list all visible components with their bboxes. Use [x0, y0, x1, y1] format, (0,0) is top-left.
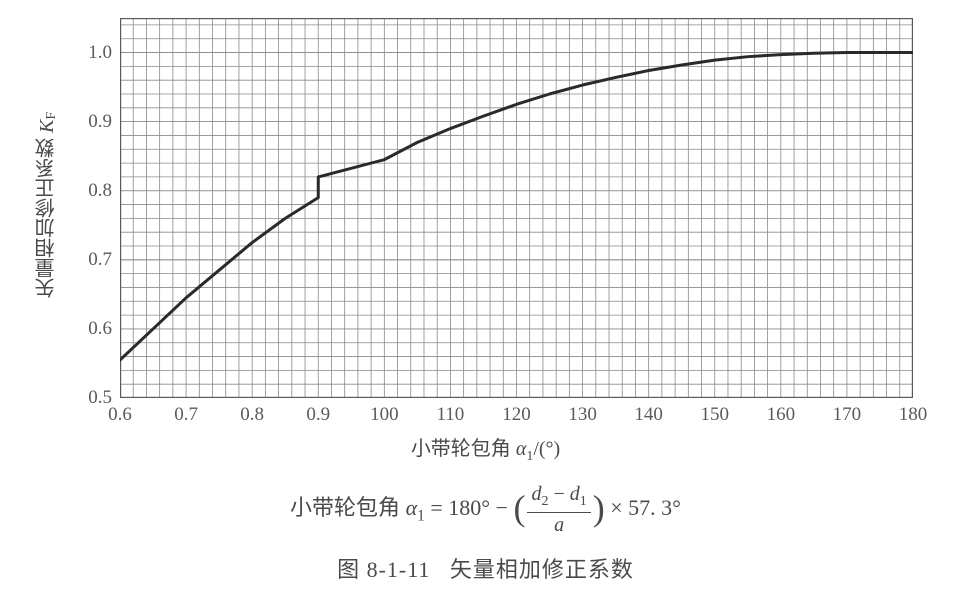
formula-eq: = 180° − [425, 495, 514, 520]
caption-figno: 图 8-1-11 [337, 557, 430, 582]
y-label-text: 矢量相加修正系数 [36, 133, 58, 298]
formula-fraction: d2 − d1a [527, 484, 590, 536]
x-label-symbol: α [516, 438, 527, 460]
x-tick-label: 170 [822, 404, 872, 426]
x-label-suffix: /(°) [533, 438, 560, 460]
formula-d1: d [570, 483, 580, 505]
x-tick-label: 120 [492, 404, 542, 426]
x-tick-label: 100 [359, 404, 409, 426]
formula-right-paren: ) [593, 490, 605, 526]
formula-tail: × 57. 3° [605, 495, 681, 520]
formula-alpha-sub: 1 [417, 507, 425, 524]
x-tick-label: 110 [425, 404, 475, 426]
y-tick-label: 0.9 [62, 111, 112, 133]
formula-den: a [527, 513, 590, 536]
formula-prefix: 小带轮包角 [290, 495, 406, 520]
x-axis-label: 小带轮包角 α1/(°) [0, 432, 971, 465]
formula-d1-sub: 1 [580, 494, 587, 509]
y-label-symbol: K [36, 120, 58, 133]
x-tick-label: 160 [756, 404, 806, 426]
x-tick-label: 150 [690, 404, 740, 426]
x-tick-label: 0.8 [227, 404, 277, 426]
formula-num-minus: − [548, 483, 569, 505]
figure-caption: 图 8-1-11 矢量相加修正系数 [0, 552, 971, 584]
x-label-text: 小带轮包角 [411, 438, 516, 460]
x-tick-label: 0.9 [293, 404, 343, 426]
y-tick-label: 0.6 [62, 318, 112, 340]
x-tick-label: 0.6 [95, 404, 145, 426]
x-tick-label: 130 [558, 404, 608, 426]
formula-d2: d [531, 483, 541, 505]
y-tick-label: 0.7 [62, 249, 112, 271]
x-tick-label: 0.7 [161, 404, 211, 426]
x-tick-label: 140 [624, 404, 674, 426]
y-label-sub: F [44, 112, 59, 120]
y-axis-label: 矢量相加修正系数 KF [32, 90, 61, 320]
y-tick-label: 0.8 [62, 180, 112, 202]
formula-left-paren: ( [513, 490, 525, 526]
chart-plot [120, 18, 913, 398]
formula: 小带轮包角 α1 = 180° − (d2 − d1a) × 57. 3° [0, 484, 971, 536]
y-tick-label: 1.0 [62, 42, 112, 64]
figure: 矢量相加修正系数 KF 0.50.60.70.80.91.0 0.60.70.8… [0, 0, 971, 596]
x-tick-label: 180 [888, 404, 938, 426]
formula-alpha: α [406, 495, 418, 520]
caption-title: 矢量相加修正系数 [450, 557, 634, 582]
